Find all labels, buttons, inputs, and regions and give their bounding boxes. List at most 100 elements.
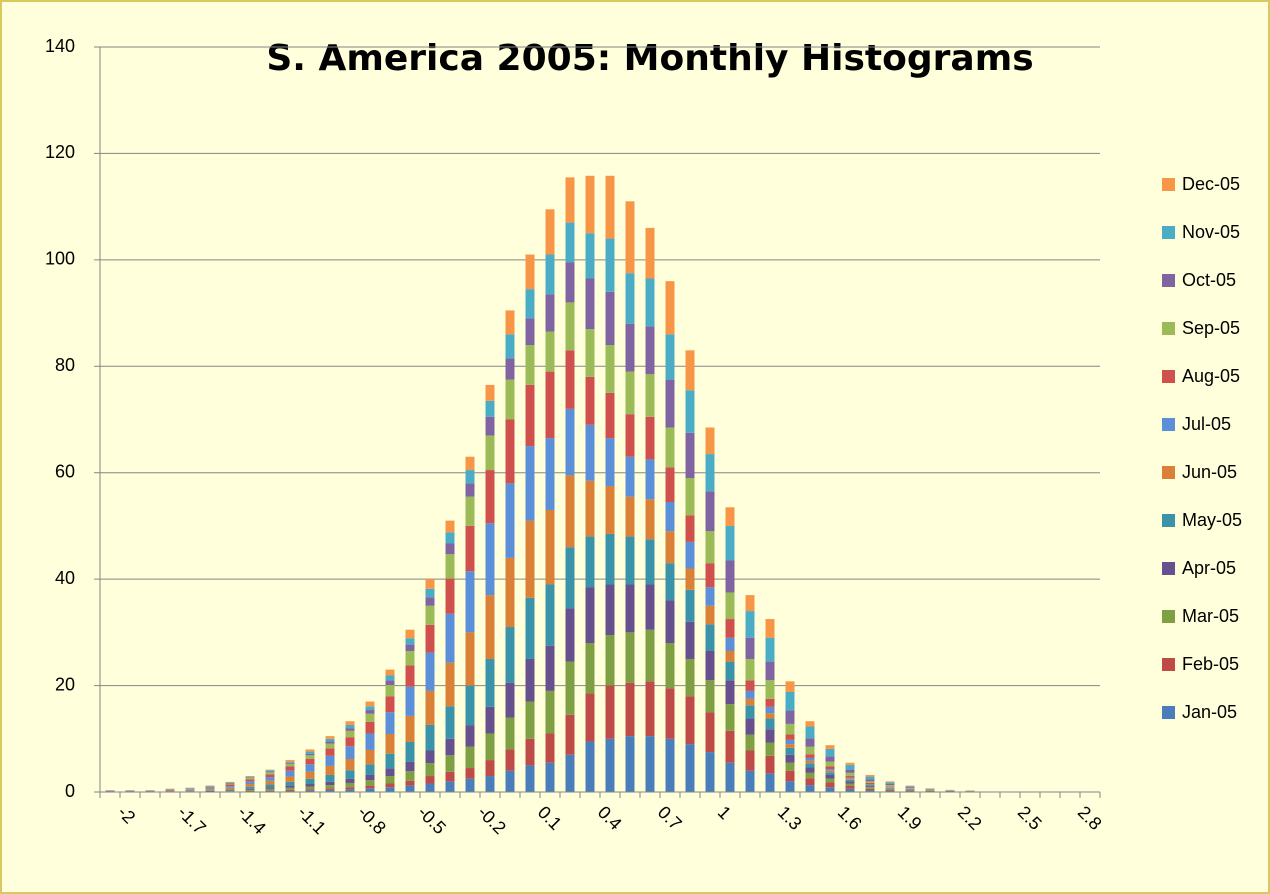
bar-segment	[905, 786, 915, 788]
bar-segment	[165, 789, 175, 790]
bar-segment	[905, 789, 915, 790]
bar-segment	[625, 496, 635, 537]
bar-segment	[385, 776, 395, 784]
bar-segment	[245, 779, 255, 782]
bar-segment	[845, 772, 855, 777]
bar-segment	[265, 780, 275, 785]
bar-segment	[805, 757, 815, 761]
bar-segment	[845, 764, 855, 770]
bar-segment	[405, 785, 415, 792]
legend-label: Jan-05	[1182, 702, 1237, 722]
bar-segment	[445, 781, 455, 792]
bar-segment	[825, 756, 835, 762]
bar-segment	[605, 438, 615, 487]
bar-segment	[745, 734, 755, 751]
bar-segment	[885, 787, 895, 788]
bar-segment	[785, 681, 795, 692]
bar-segment	[605, 392, 615, 439]
bar-segment	[225, 790, 235, 792]
bar-segment	[625, 632, 635, 683]
bar-segment	[385, 787, 395, 792]
bar-segment	[605, 584, 615, 636]
bar-segment	[725, 650, 735, 662]
bar-segment	[625, 584, 635, 633]
bar-segment	[345, 728, 355, 731]
bar-segment	[485, 776, 495, 792]
bar-segment	[325, 774, 335, 782]
bar-segment	[365, 764, 375, 775]
bar-segment	[505, 770, 515, 792]
bar-segment	[545, 438, 555, 510]
bar-segment	[465, 685, 475, 726]
bar-segment	[245, 789, 255, 791]
bar-segment	[325, 788, 335, 790]
legend-label: Oct-05	[1182, 270, 1236, 290]
bar-segment	[345, 721, 355, 725]
bar-segment	[785, 734, 795, 740]
bar-segment	[305, 755, 315, 760]
bar-segment	[865, 784, 875, 785]
bar-segment	[725, 680, 735, 705]
bar-segment	[725, 704, 735, 731]
bar-segment	[785, 747, 795, 755]
bar-segment	[765, 718, 775, 730]
bar-segment	[785, 739, 795, 745]
bar-segment	[445, 613, 455, 663]
y-tick-label: 100	[45, 249, 75, 269]
bar-segment	[445, 543, 455, 555]
bar-segment	[765, 619, 775, 638]
bar-segment	[805, 754, 815, 758]
y-tick-label: 120	[45, 142, 75, 162]
bar-segment	[585, 587, 595, 643]
bar-segment	[545, 209, 555, 255]
bar-segment	[405, 686, 415, 716]
bar-segment	[345, 778, 355, 783]
bar-segment	[585, 480, 595, 537]
legend-swatch	[1162, 418, 1175, 431]
bar-segment	[305, 778, 315, 785]
bar-segment	[125, 790, 135, 791]
bar-segment	[665, 379, 675, 428]
bar-segment	[705, 587, 715, 606]
bar-segment	[585, 424, 595, 481]
bar-segment	[305, 753, 315, 756]
bar-segment	[465, 632, 475, 686]
bar-segment	[425, 624, 435, 653]
bar-segment	[865, 779, 875, 782]
bar-segment	[765, 661, 775, 681]
bar-segment	[905, 787, 915, 789]
bar-segment	[385, 753, 395, 769]
bar-segment	[885, 787, 895, 789]
bar-segment	[325, 738, 335, 742]
bar-segment	[205, 788, 215, 790]
bar-segment	[565, 262, 575, 303]
bar-segment	[405, 629, 415, 639]
legend-swatch	[1162, 226, 1175, 239]
bar-segment	[885, 790, 895, 792]
bar-segment	[485, 384, 495, 401]
bar-segment	[645, 681, 655, 737]
bar-segment	[345, 724, 355, 729]
bar-segment	[385, 696, 395, 713]
bar-segment	[765, 698, 775, 707]
bar-segment	[825, 766, 835, 770]
bar-segment	[125, 790, 135, 792]
bar-segment	[845, 762, 855, 765]
bar-segment	[565, 408, 575, 476]
legend-swatch	[1162, 514, 1175, 527]
bar-segment	[165, 790, 175, 791]
bar-segment	[525, 701, 535, 739]
bar-segment	[265, 769, 275, 771]
bar-segment	[405, 638, 415, 645]
bar-segment	[585, 693, 595, 742]
bar-segment	[305, 771, 315, 779]
bar-segment	[805, 763, 815, 768]
bar-segment	[905, 789, 915, 791]
bar-segment	[965, 790, 975, 791]
bar-segment	[625, 456, 635, 497]
bar-segment	[505, 557, 515, 628]
bar-segment	[765, 713, 775, 719]
bar-segment	[625, 201, 635, 274]
bar-segment	[405, 761, 415, 772]
